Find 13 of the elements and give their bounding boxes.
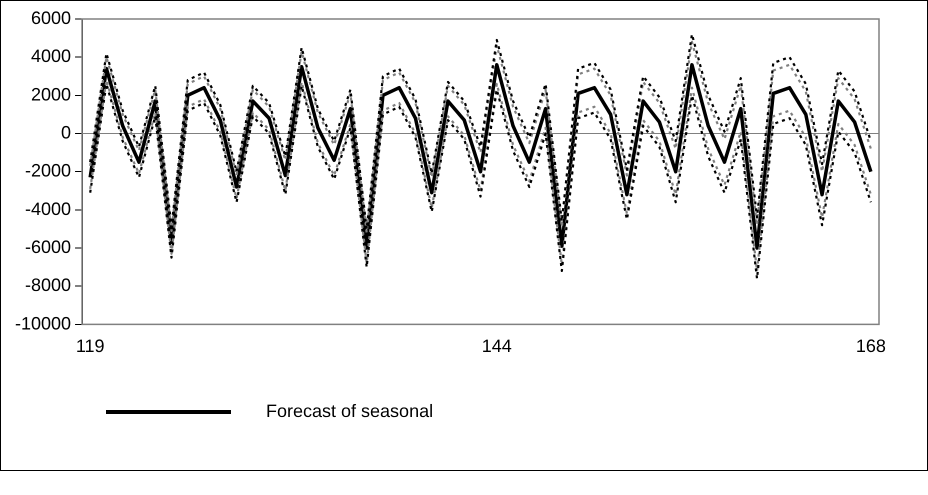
x-tick-label: 119 [76,336,105,356]
y-tick-label: 4000 [31,46,72,66]
text: Forecast of seasonal [266,401,434,422]
y-tick-label: 6000 [31,8,72,28]
y-tick-label: -4000 [25,198,72,219]
y-tick-label: -2000 [25,160,72,181]
x-tick-label: 144 [482,336,512,356]
y-tick-label: 0 [61,122,72,142]
y-tick-label: 2000 [31,84,72,104]
y-tick-label: -8000 [25,275,72,296]
y-tick-label: -6000 [25,237,72,258]
y-tick-label: -10000 [14,313,72,334]
x-tick-label: 168 [856,336,886,356]
